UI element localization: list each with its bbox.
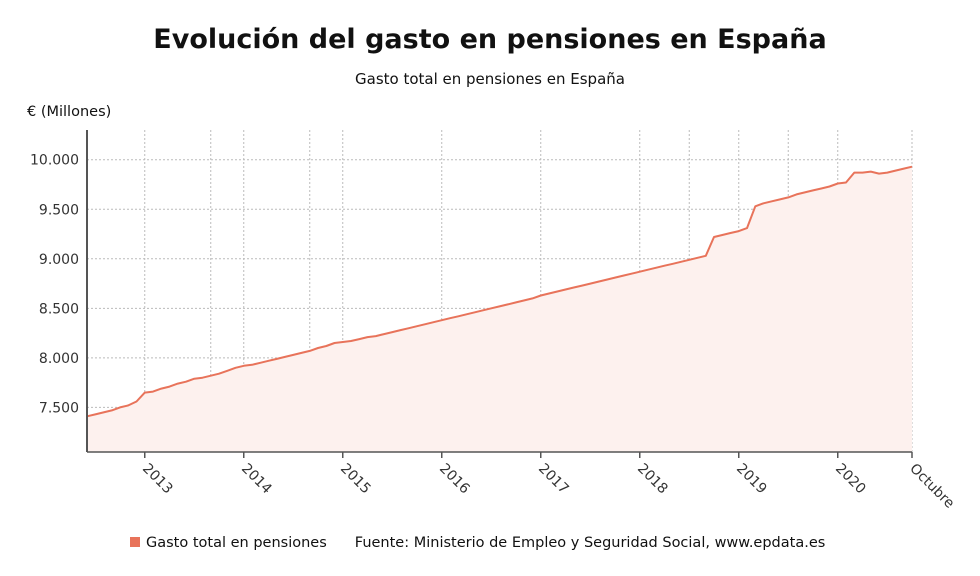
y-tick-label: 9.500	[39, 202, 79, 218]
series-line	[86, 165, 913, 418]
x-tick-label: 2020	[832, 461, 869, 498]
axis-layer	[86, 130, 913, 458]
chart-footer: Gasto total en pensiones Fuente: Minister…	[130, 535, 825, 551]
area-layer	[86, 165, 913, 452]
chart-subtitle: Gasto total en pensiones en España	[355, 70, 625, 88]
y-tick-label: 10.000	[30, 153, 79, 169]
y-tick-label: 7.500	[39, 400, 79, 416]
x-tick-label: 2015	[337, 461, 374, 498]
x-tick-label: 2013	[139, 461, 176, 498]
x-tick-label: 2017	[535, 461, 572, 498]
source-note: Fuente: Ministerio de Empleo y Seguridad…	[354, 535, 826, 551]
y-axis-label: € (Millones)	[27, 104, 111, 120]
y-tick-label: 8.500	[39, 301, 79, 317]
chart-title: Evolución del gasto en pensiones en Espa…	[153, 24, 827, 55]
x-tick-label: 2018	[634, 461, 671, 498]
y-tick-label: 8.000	[39, 351, 79, 367]
series-area-fill	[87, 166, 912, 452]
x-tick-label: 2016	[436, 461, 473, 498]
x-tick-label: 2014	[238, 461, 275, 498]
legend-label: Gasto total en pensiones	[146, 535, 327, 551]
legend-swatch	[130, 537, 140, 547]
x-tick-label: Octubre	[906, 461, 957, 512]
x-tick-label: 2019	[733, 461, 770, 498]
y-tick-label: 9.000	[39, 252, 79, 268]
